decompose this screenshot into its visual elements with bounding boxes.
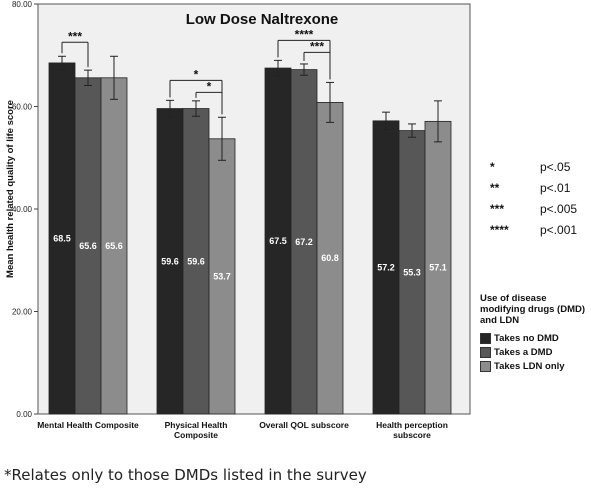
x-tick-label: Physical Health [165, 420, 228, 430]
data-label: 57.2 [377, 262, 395, 272]
significance-key: * p<.05 ** p<.01 *** p<.005 **** p<.001 [490, 160, 590, 244]
data-label: 67.2 [295, 237, 313, 247]
legend-item: Takes LDN only [480, 360, 591, 372]
x-tick-label: Mental Health Composite [37, 420, 139, 430]
bar [182, 108, 210, 415]
data-label: 57.1 [429, 263, 447, 273]
significance-stars: * [207, 79, 212, 93]
data-label: 55.3 [403, 267, 421, 277]
significance-stars: *** [310, 39, 324, 53]
legend-item: Takes a DMD [480, 346, 591, 358]
y-axis-label: Mean health related quality of life scor… [5, 100, 16, 278]
data-label: 53.7 [213, 271, 231, 281]
significance-key-row: ** p<.01 [490, 181, 590, 202]
significance-stars: *** [68, 29, 82, 43]
legend-title: Use of disease modifying drugs (DMD) and… [480, 293, 586, 326]
data-label: 68.5 [53, 233, 71, 243]
significance-p-value: p<.01 [540, 181, 571, 195]
significance-p-value: p<.05 [540, 160, 571, 174]
legend: Use of disease modifying drugs (DMD) and… [480, 293, 591, 374]
y-tick-label: 0.00 [16, 410, 32, 419]
bar [74, 77, 102, 415]
y-tick-label: 20.00 [12, 308, 33, 317]
bar [372, 120, 400, 415]
bar-chart: 0.00 20.00 40.00 60.00 80.00 Mean health rela… [5, 0, 471, 440]
significance-p-value: p<.005 [540, 202, 578, 216]
significance-stars: **** [295, 27, 314, 41]
y-tick-label: 80.00 [12, 0, 33, 9]
x-tick-label: subscore [393, 430, 431, 440]
y-tick-label: 60.00 [12, 103, 33, 112]
bar [398, 130, 426, 415]
significance-stars: **** [490, 223, 509, 237]
data-label: 65.6 [79, 241, 97, 251]
significance-stars: ** [490, 181, 500, 195]
bar [100, 77, 128, 415]
legend-swatch [480, 332, 491, 344]
legend-swatch [480, 346, 491, 358]
significance-stars: *** [490, 202, 505, 216]
significance-stars: * [490, 160, 495, 174]
data-label: 67.5 [269, 236, 287, 246]
bar [156, 108, 184, 415]
legend-label: Takes a DMD [494, 346, 553, 358]
x-tick-label: Composite [174, 430, 218, 440]
legend-label: Takes LDN only [494, 360, 565, 372]
data-label: 59.6 [161, 256, 179, 266]
legend-swatch [480, 360, 491, 372]
significance-stars: * [194, 67, 199, 81]
data-label: 60.8 [321, 253, 339, 263]
bar [264, 67, 292, 415]
footnote: *Relates only to those DMDs listed in th… [4, 466, 367, 484]
data-label: 65.6 [105, 241, 123, 251]
y-tick-label: 40.00 [12, 205, 33, 214]
data-label: 59.6 [187, 256, 205, 266]
significance-key-row: *** p<.005 [490, 202, 590, 223]
legend-item: Takes no DMD [480, 332, 591, 344]
x-tick-label: Overall QOL subscore [259, 420, 349, 430]
significance-key-row: **** p<.001 [490, 223, 590, 244]
significance-p-value: p<.001 [540, 223, 578, 237]
chart-title: Low Dose Naltrexone [186, 11, 339, 28]
bar [424, 120, 452, 415]
x-tick-label: Health perception [376, 420, 448, 430]
significance-key-row: * p<.05 [490, 160, 590, 181]
legend-label: Takes no DMD [494, 332, 559, 344]
